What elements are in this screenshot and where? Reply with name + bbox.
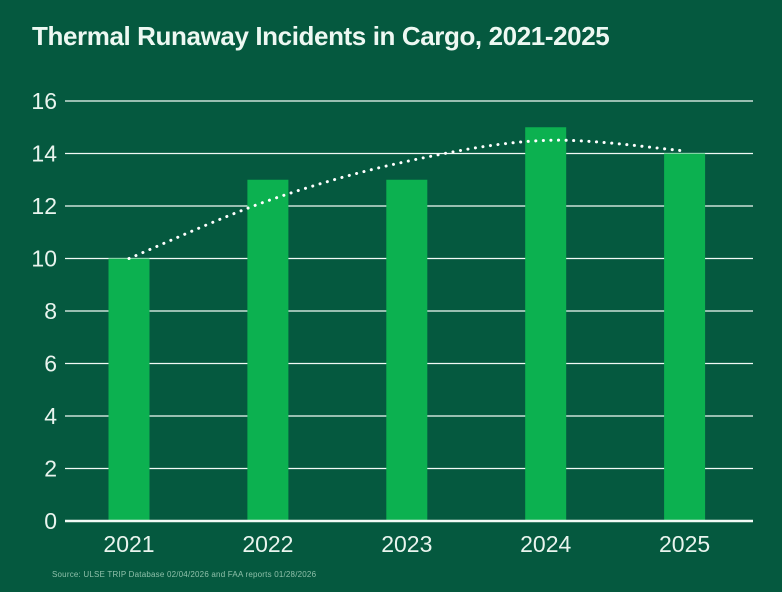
source-note: Source: ULSE TRIP Database 02/04/2026 an… [52, 570, 317, 579]
x-axis-tick-2024: 2024 [520, 531, 571, 557]
x-axis-tick-2023: 2023 [381, 531, 432, 557]
y-axis-tick-10: 10 [31, 246, 57, 272]
x-axis-tick-2025: 2025 [659, 531, 710, 557]
bar-2025 [664, 153, 706, 521]
y-axis-tick-12: 12 [31, 193, 57, 219]
y-axis-tick-8: 8 [44, 298, 57, 324]
y-axis-tick-4: 4 [44, 403, 57, 429]
y-axis-tick-0: 0 [44, 508, 57, 534]
chart-title: Thermal Runaway Incidents in Cargo, 2021… [32, 21, 610, 51]
y-axis-tick-16: 16 [31, 88, 57, 114]
bar-2023 [386, 179, 428, 521]
trend-dotted-line [127, 138, 687, 260]
y-axis-tick-14: 14 [31, 141, 57, 167]
y-axis-tick-2: 2 [44, 456, 57, 482]
bar-2022 [247, 179, 289, 521]
bar-2021 [108, 258, 150, 521]
bar-2024 [525, 127, 567, 521]
y-axis-tick-6: 6 [44, 351, 57, 377]
x-axis-tick-2022: 2022 [242, 531, 293, 557]
x-axis-tick-2021: 2021 [103, 531, 154, 557]
